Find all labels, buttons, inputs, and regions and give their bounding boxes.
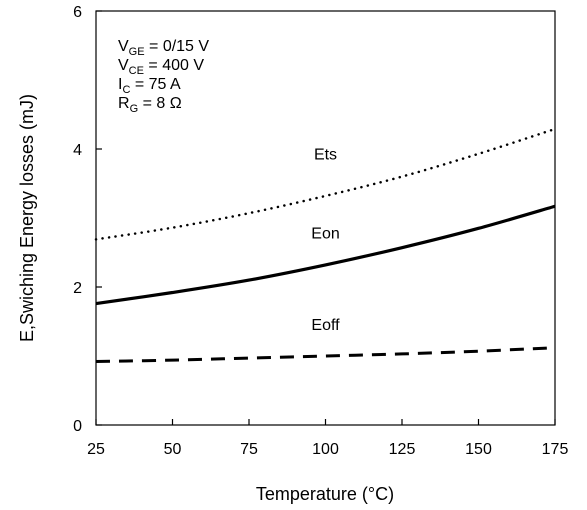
x-axis-ticks: 25 50 75 100 125 150 175	[87, 419, 568, 458]
x-tick-label: 50	[164, 441, 182, 458]
x-tick-label: 100	[312, 441, 339, 458]
y-axis-ticks: 0 2 4 6	[73, 4, 102, 435]
x-axis-title: Temperature (°C)	[256, 484, 394, 504]
x-tick-label: 75	[240, 441, 258, 458]
series-layer	[94, 127, 557, 364]
x-tick-label: 175	[542, 441, 569, 458]
x-tick-label: 125	[389, 441, 416, 458]
series-label-eon: Eon	[311, 226, 339, 243]
condition-line: RG = 8 Ω	[118, 95, 182, 115]
y-tick-label: 0	[73, 418, 82, 435]
series-line-eoff	[95, 346, 556, 364]
y-tick-label: 6	[73, 4, 82, 21]
series-label-eoff: Eoff	[311, 317, 340, 334]
series-labels: Ets Eon Eoff	[311, 146, 340, 333]
x-tick-label: 25	[87, 441, 105, 458]
condition-line: VCE = 400 V	[118, 57, 204, 77]
y-tick-label: 4	[73, 142, 82, 159]
x-tick-label: 150	[465, 441, 492, 458]
series-line-eon	[95, 204, 556, 306]
series-label-ets: Ets	[314, 146, 337, 163]
y-tick-label: 2	[73, 280, 82, 297]
condition-line: VGE = 0/15 V	[118, 38, 209, 58]
condition-line: IC = 75 A	[118, 76, 181, 96]
y-axis-title: E,Swiching Energy losses (mJ)	[17, 94, 37, 342]
